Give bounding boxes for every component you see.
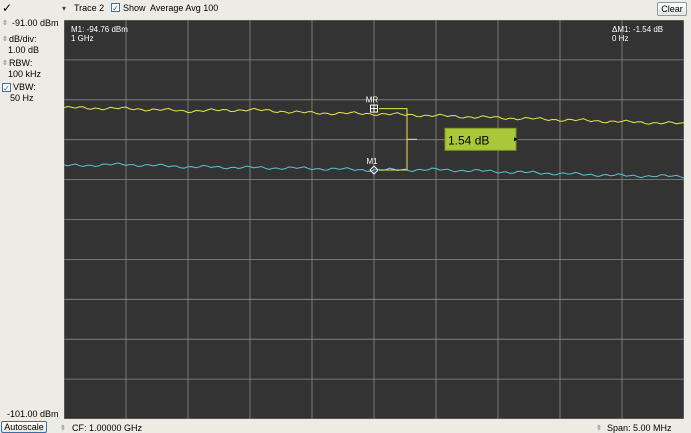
vbw-value: 50 Hz — [10, 93, 34, 103]
rbw-label: RBW: — [9, 58, 33, 68]
trace-selector[interactable]: Trace 2 — [74, 3, 105, 13]
db-div-label: dB/div: — [9, 34, 37, 44]
trace-2-line — [64, 162, 684, 179]
m1-level: M1: -94.76 dBm — [71, 25, 128, 34]
spectrum-chart[interactable]: MR M1 1.54 dB — [64, 20, 684, 419]
spin-icon[interactable]: ⇳ — [60, 425, 66, 432]
spin-icon[interactable]: ⇳ — [2, 60, 8, 67]
delta-frequency: 0 Hz — [612, 34, 629, 43]
marker-reference-label: MR — [366, 96, 379, 105]
m1-readout: M1: -94.76 dBm 1 GHz — [71, 25, 128, 43]
show-label: Show — [123, 3, 146, 13]
chevron-down-icon[interactable]: ▾ — [62, 4, 67, 13]
spin-icon[interactable]: ⇳ — [596, 425, 602, 432]
checkmark-icon[interactable]: ✓ — [2, 1, 13, 15]
ref-level-top-value: -91.00 dBm — [12, 18, 59, 28]
plot-grid — [64, 20, 684, 419]
spin-icon[interactable]: ⇳ — [2, 20, 8, 27]
average-label: Average Avg 100 — [150, 3, 219, 13]
spectrum-plot[interactable]: MR M1 1.54 dB — [64, 20, 684, 419]
delta-readout-arrow-icon — [514, 137, 518, 142]
db-div-value: 1.00 dB — [8, 45, 40, 55]
m1-frequency: 1 GHz — [71, 34, 94, 43]
clear-button[interactable]: Clear — [657, 2, 687, 16]
vbw-checkbox[interactable]: ✓ — [2, 83, 11, 93]
vbw-label: VBW: — [13, 82, 36, 92]
center-frequency[interactable]: CF: 1.00000 GHz — [72, 423, 143, 433]
delta-level: ΔM1: -1.54 dB — [612, 25, 664, 34]
trace-toolbar: ✓ ▾ Trace 2 ✓ Show Average Avg 100 Clear — [0, 0, 691, 18]
delta-readout: ΔM1: -1.54 dB 0 Hz — [612, 25, 663, 43]
spin-icon[interactable]: ⇳ — [2, 36, 8, 43]
delta-readout-text: 1.54 dB — [448, 133, 489, 147]
ref-level-bottom: -101.00 dBm — [7, 409, 59, 419]
rbw-value: 100 kHz — [8, 69, 42, 79]
marker-group: MR M1 1.54 dB — [366, 96, 518, 175]
span-setting[interactable]: Span: 5.00 MHz — [607, 423, 672, 433]
frequency-bar: ⇳ CF: 1.00000 GHz ⇳ Span: 5.00 MHz — [0, 419, 691, 433]
trace-1-line — [64, 105, 684, 125]
marker-1-symbol — [369, 165, 379, 175]
marker-1-label: M1 — [366, 157, 378, 166]
trace-group — [64, 105, 684, 179]
show-checkbox[interactable]: ✓ — [111, 3, 120, 13]
